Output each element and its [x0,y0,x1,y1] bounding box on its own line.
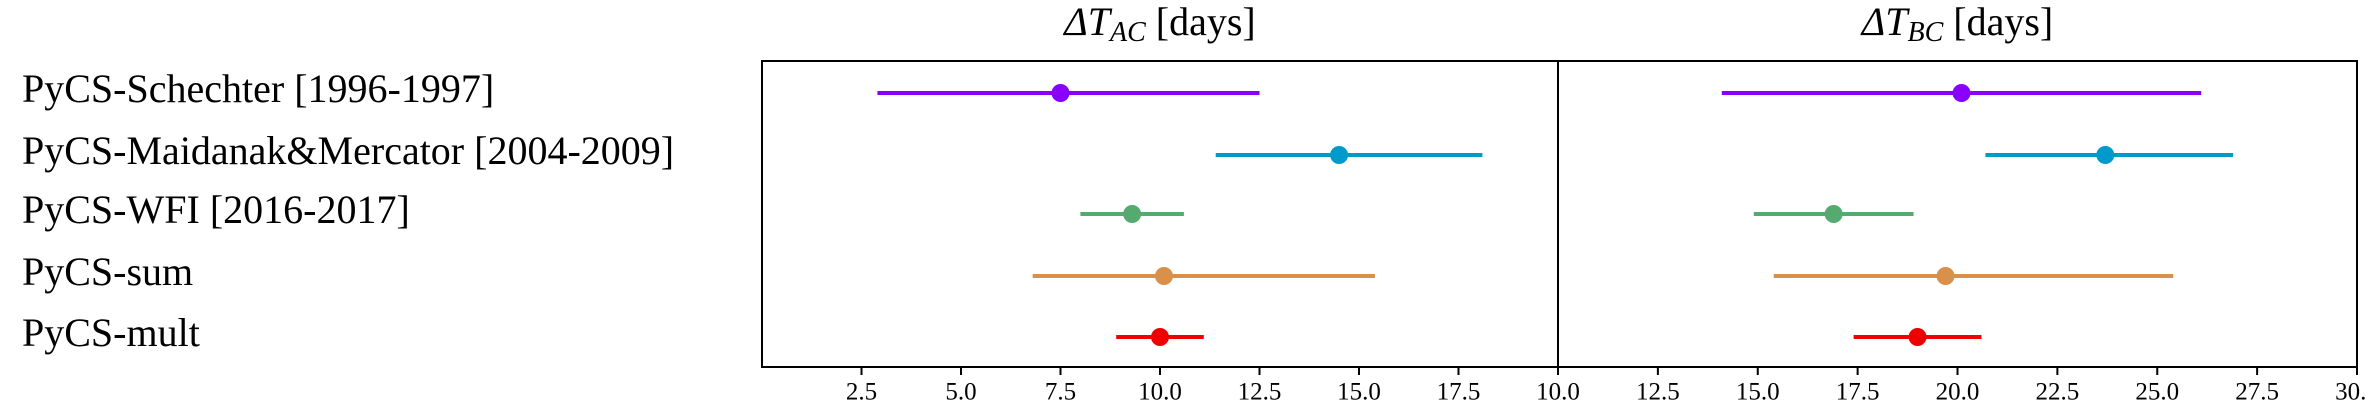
x-tick-label: 22.5 [2036,379,2080,404]
point [1936,267,1955,285]
point [1123,205,1142,223]
x-tick-label: 15.0 [1337,379,1381,404]
legend-label: PyCS-WFI [2016-2017] [22,187,410,232]
panel-title: ΔTAC [days] [1062,0,1255,48]
x-tick-label: 15.0 [1736,379,1780,404]
x-tick-label: 7.5 [1045,379,1076,404]
panel-title: ΔTBC [days] [1860,0,2053,48]
point [1908,328,1927,346]
x-tick-label: 17.5 [1437,379,1481,404]
x-tick-label: 12.5 [1238,379,1282,404]
point [1824,205,1843,223]
point [1330,146,1349,164]
x-tick-label: 30.0 [2335,379,2365,404]
point [2096,146,2115,164]
plot-frame [1557,60,2358,368]
x-tick-label: 20.0 [1936,379,1980,404]
title-subscript: BC [1907,17,1943,48]
x-tick-label: 12.5 [1636,379,1680,404]
legend-label: PyCS-Schechter [1996-1997] [22,66,494,111]
point [1051,84,1070,102]
x-tick-label: 10.0 [1536,379,1580,404]
title-unit: [days] [1953,0,2053,44]
x-tick-label: 5.0 [945,379,976,404]
x-tick-label: 2.5 [846,379,877,404]
point [1154,267,1173,285]
legend-label: PyCS-Maidanak&Mercator [2004-2009] [22,128,674,173]
x-tick-label: 10.0 [1138,379,1182,404]
legend-label: PyCS-mult [22,310,200,355]
title-symbol: ΔT [1860,0,1910,44]
title-symbol: ΔT [1062,0,1112,44]
point [1952,84,1971,102]
title-unit: [days] [1156,0,1256,44]
x-tick-label: 25.0 [2135,379,2179,404]
x-tick-label: 27.5 [2235,379,2279,404]
title-subscript: AC [1108,17,1146,48]
legend-label: PyCS-sum [22,249,193,294]
point [1151,328,1169,346]
x-tick-label: 17.5 [1836,379,1880,404]
